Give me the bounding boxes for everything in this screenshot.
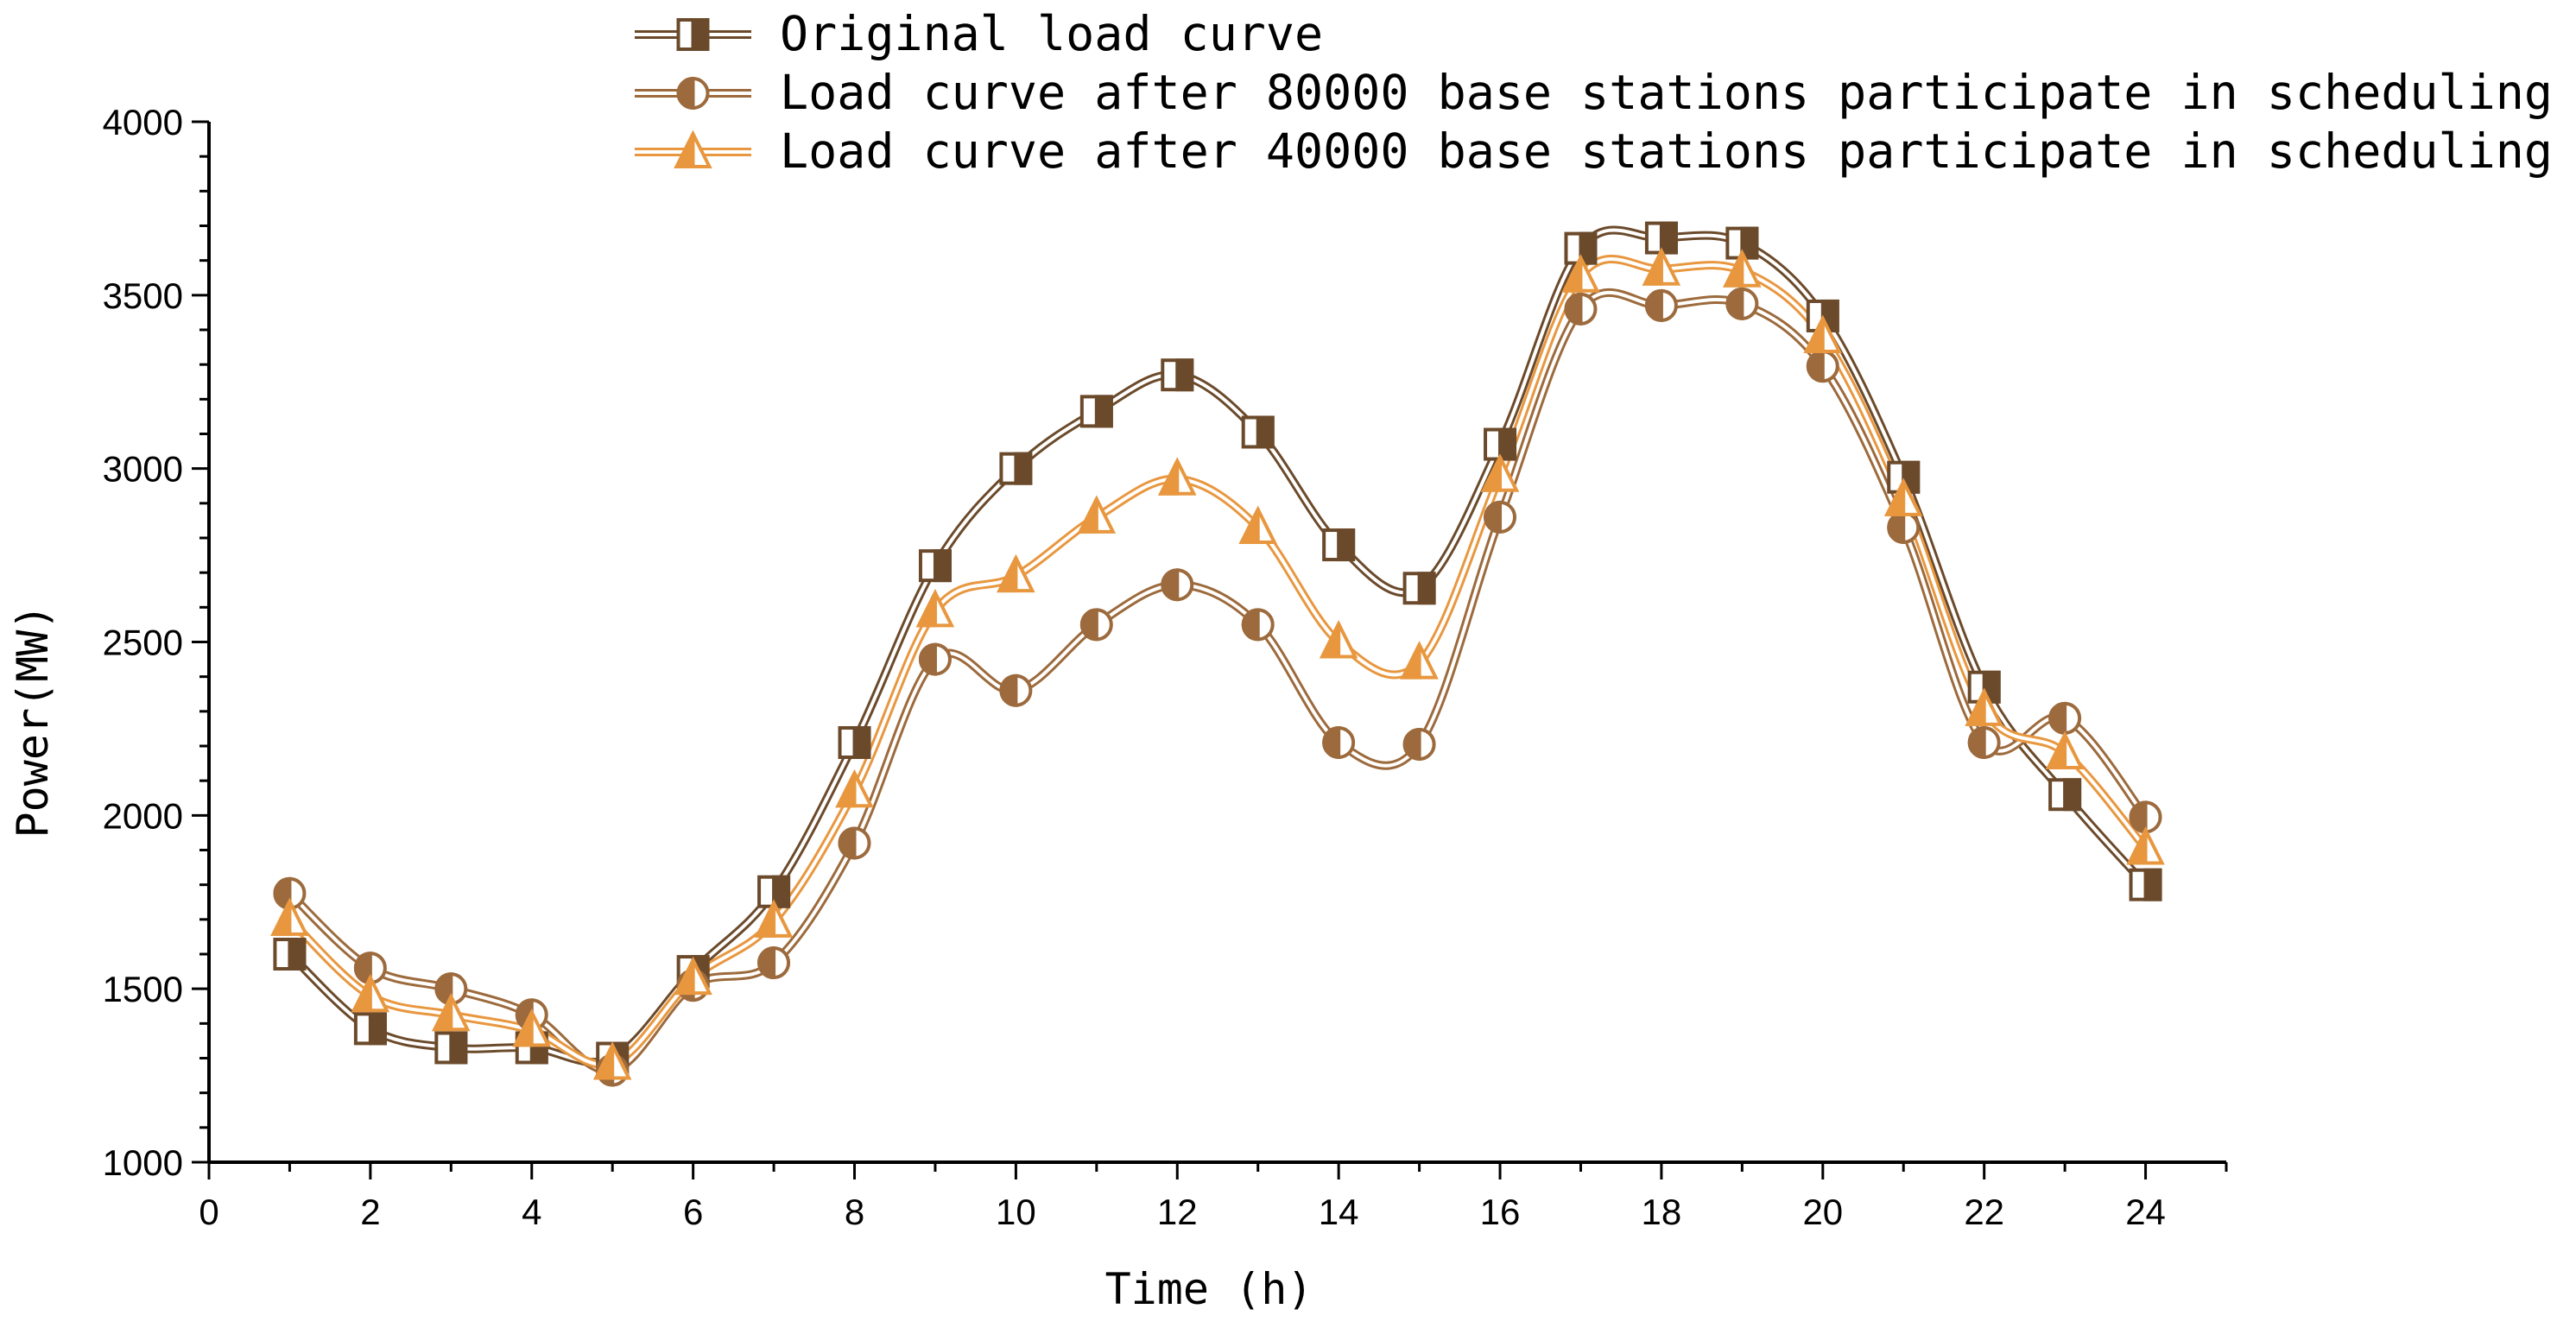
half-square-marker [1725,226,1759,260]
half-triangle-marker [592,1041,632,1080]
half-circle-marker [1564,292,1598,326]
x-tick-label: 12 [1157,1192,1198,1232]
half-triangle-marker [674,130,712,168]
x-tick-label: 24 [2125,1192,2166,1232]
half-square-marker [353,1012,387,1046]
y-tick-label: 1500 [103,969,183,1009]
half-triangle-marker [1884,477,1923,516]
y-tick-label: 3500 [103,275,183,316]
half-square-marker [1322,528,1356,562]
half-circle-marker [838,826,871,860]
series-line-2 [287,288,2149,1075]
x-tick-label: 22 [1964,1192,2004,1232]
series-line-1 [287,225,2149,1067]
legend-entry: Load curve after 40000 base stations par… [635,123,2553,179]
x-tick-label: 4 [522,1192,541,1232]
half-square-marker [2048,778,2082,812]
half-circle-marker [1079,608,1113,642]
half-triangle-marker [1319,620,1358,659]
half-square-marker [838,725,871,759]
axes: 0 2 4 6 8 10 12 14 16 18 20 22 241000150020002500300… [103,102,2228,1232]
half-triangle-marker [1965,687,2003,726]
half-square-marker [434,1031,468,1065]
half-circle-marker [353,952,387,985]
legend-entry: Original load curve [635,6,1323,61]
y-tick-label: 1000 [103,1142,183,1183]
half-triangle-marker [1723,249,1762,288]
half-triangle-marker [512,1008,551,1047]
half-circle-marker [2129,800,2162,834]
half-circle-marker [918,642,952,676]
x-tick-label: 0 [199,1192,218,1232]
half-triangle-marker [351,973,390,1013]
legend-label: Load curve after 40000 base stations par… [780,123,2553,179]
half-square-marker [1079,395,1113,428]
half-circle-marker [1161,568,1194,602]
half-circle-marker [1725,287,1759,320]
half-square-marker [2129,868,2162,901]
half-circle-marker [757,946,791,980]
half-triangle-marker [432,992,471,1032]
legend-entry: Load curve after 80000 base stations par… [635,65,2553,120]
half-circle-marker [1322,725,1356,759]
half-triangle-marker [915,588,955,628]
half-square-marker [676,18,710,51]
half-circle-marker [1241,608,1275,642]
half-triangle-marker [754,899,794,938]
y-tick-label: 2500 [103,623,183,663]
half-circle-marker [676,76,710,111]
half-triangle-marker [1642,247,1681,286]
half-triangle-marker [1077,495,1117,534]
half-triangle-marker [1561,254,1600,293]
half-circle-marker [1806,350,1839,383]
half-triangle-marker [674,956,712,996]
legend-label: Load curve after 80000 base stations par… [780,65,2553,120]
y-tick-label: 3000 [103,449,183,490]
half-triangle-marker [1480,453,1520,492]
x-tick-label: 20 [1802,1192,1843,1232]
half-circle-marker [2048,701,2082,735]
half-triangle-marker [1803,314,1843,354]
series-line-3 [286,255,2149,1070]
half-square-marker [1241,415,1275,449]
half-square-marker [1402,572,1436,605]
half-triangle-marker [1238,505,1277,544]
half-triangle-marker [2045,730,2085,770]
legend-label: Original load curve [780,6,1323,61]
half-circle-marker [1887,510,1921,544]
half-circle-marker [999,673,1033,707]
half-triangle-marker [2126,826,2165,865]
half-square-marker [918,549,952,583]
half-square-marker [999,452,1033,485]
x-axis-title: Time (h) [1105,1264,1313,1314]
y-tick-label: 2000 [103,795,183,836]
series-curves [286,225,2149,1075]
x-tick-label: 18 [1642,1192,1682,1232]
half-triangle-marker [997,553,1035,593]
half-circle-marker [1644,288,1678,322]
x-tick-label: 16 [1480,1192,1521,1232]
x-tick-label: 8 [845,1192,864,1232]
half-square-marker [1161,358,1194,392]
y-tick-label: 4000 [103,102,183,142]
x-tick-label: 6 [683,1192,703,1232]
x-tick-label: 14 [1319,1192,1359,1232]
half-triangle-marker [1158,457,1197,496]
half-triangle-marker [1400,641,1439,680]
series-markers [270,221,2165,1087]
half-square-marker [273,938,307,971]
half-circle-marker [1402,727,1436,761]
x-tick-label: 2 [360,1192,380,1232]
y-axis-title: Power(MW) [8,604,58,838]
half-circle-marker [1484,500,1517,534]
half-triangle-marker [835,768,874,808]
half-triangle-marker [270,897,309,936]
x-tick-label: 10 [996,1192,1036,1232]
half-circle-marker [1967,725,2001,759]
